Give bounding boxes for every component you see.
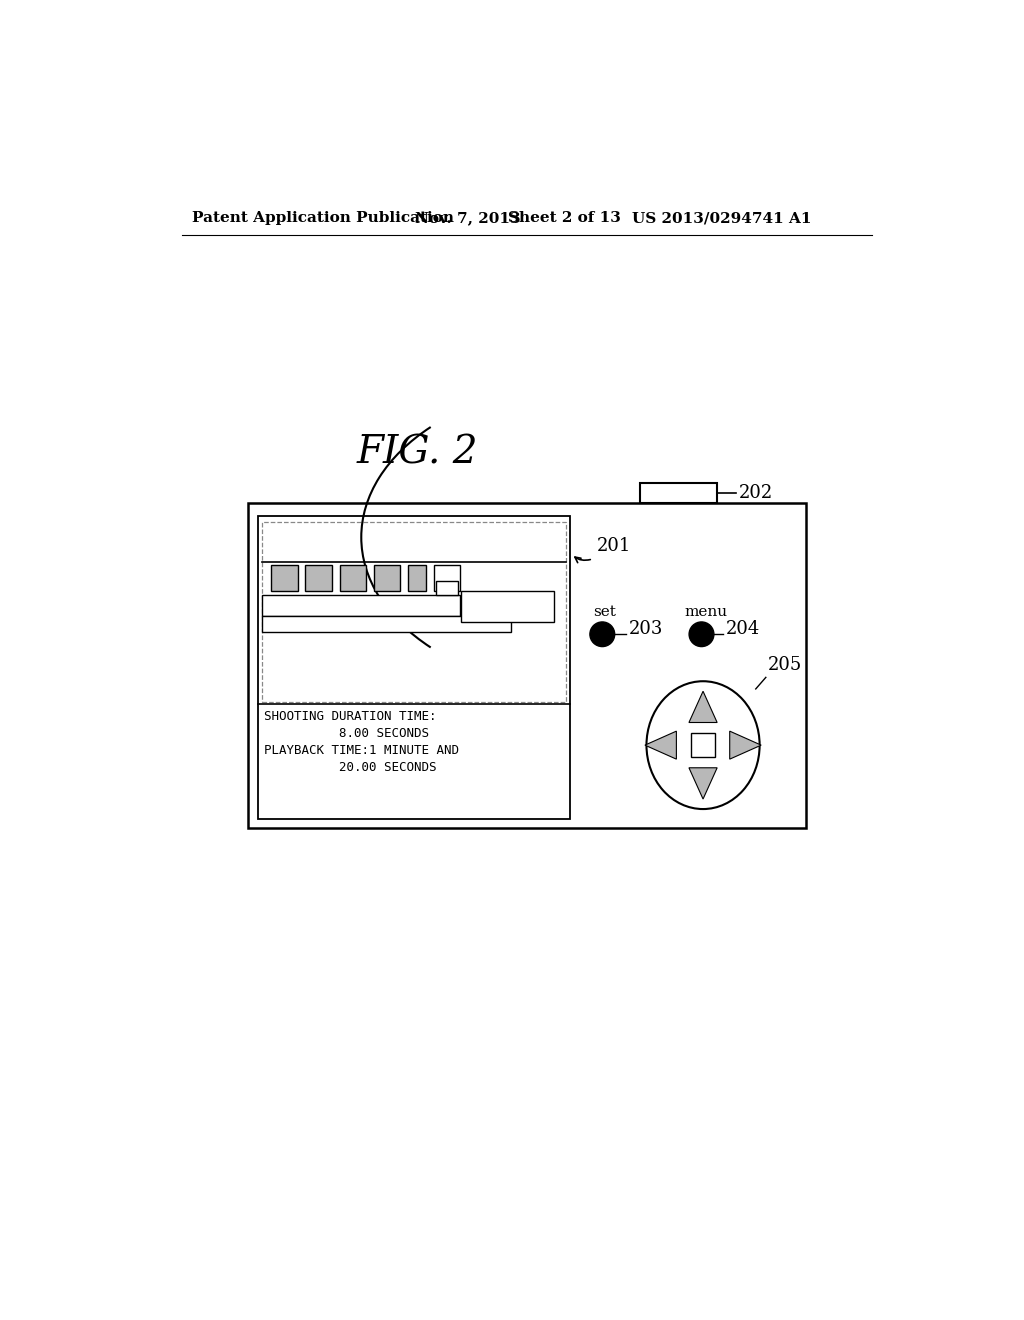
Bar — [262, 521, 566, 702]
Circle shape — [590, 622, 614, 647]
Bar — [340, 565, 366, 591]
Bar — [262, 594, 460, 616]
Text: Sheet 2 of 13: Sheet 2 of 13 — [508, 211, 621, 226]
Bar — [434, 565, 461, 591]
Text: PLAYBACK TIME:1 MINUTE AND: PLAYBACK TIME:1 MINUTE AND — [264, 743, 460, 756]
Text: menu: menu — [684, 605, 728, 619]
Ellipse shape — [646, 681, 760, 809]
Text: FIG. 2: FIG. 2 — [356, 434, 478, 471]
Bar — [271, 565, 298, 591]
Bar — [408, 565, 426, 591]
Bar — [461, 591, 554, 622]
Text: Nov. 7, 2013: Nov. 7, 2013 — [415, 211, 520, 226]
Polygon shape — [730, 731, 761, 759]
Text: 205: 205 — [767, 656, 802, 673]
Text: set: set — [593, 605, 615, 619]
Circle shape — [689, 622, 714, 647]
Polygon shape — [645, 731, 677, 759]
Text: SHOOTING DURATION TIME:: SHOOTING DURATION TIME: — [264, 710, 437, 723]
Bar — [690, 733, 716, 758]
Text: 20.00 SECONDS: 20.00 SECONDS — [264, 760, 437, 774]
Text: 8.00 SECONDS: 8.00 SECONDS — [264, 727, 429, 741]
Text: 201: 201 — [597, 537, 631, 554]
Bar — [262, 616, 511, 631]
Bar — [248, 503, 806, 829]
Bar — [305, 565, 332, 591]
Polygon shape — [689, 768, 717, 799]
Bar — [436, 581, 458, 594]
Text: 204: 204 — [726, 620, 760, 638]
Text: Patent Application Publication: Patent Application Publication — [191, 211, 454, 226]
Bar — [374, 565, 400, 591]
Text: 203: 203 — [629, 620, 663, 638]
Polygon shape — [689, 692, 717, 722]
Text: US 2013/0294741 A1: US 2013/0294741 A1 — [632, 211, 811, 226]
Bar — [258, 516, 569, 818]
Text: 202: 202 — [738, 484, 773, 503]
Bar — [640, 483, 717, 503]
